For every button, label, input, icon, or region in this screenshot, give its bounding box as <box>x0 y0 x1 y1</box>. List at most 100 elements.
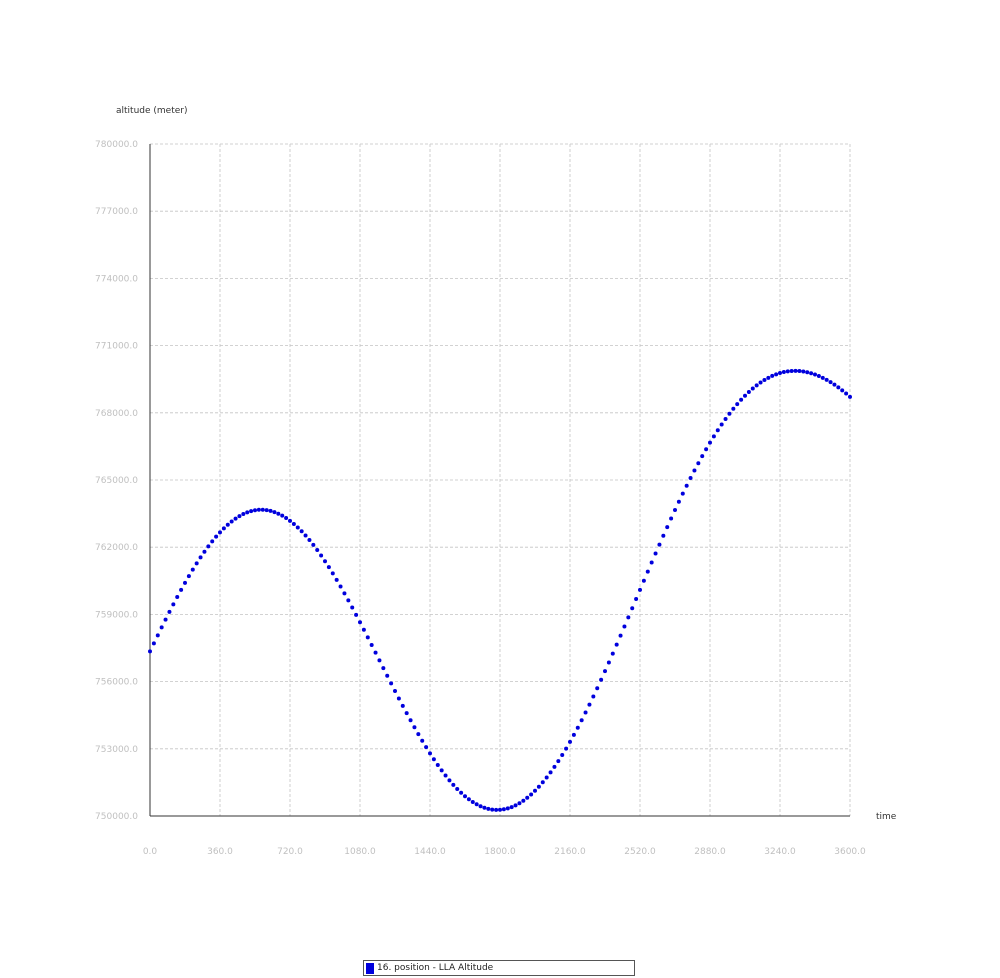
data-point <box>412 725 417 730</box>
data-point <box>820 375 825 380</box>
data-point <box>560 752 565 757</box>
data-point <box>214 534 219 539</box>
data-point <box>280 513 285 518</box>
data-point <box>342 591 347 596</box>
data-point <box>474 802 479 807</box>
y-tick-label: 753000.0 <box>95 745 138 755</box>
y-axis-title: altitude (meter) <box>116 106 188 116</box>
data-point <box>840 388 845 393</box>
data-point <box>533 788 537 793</box>
data-point <box>766 375 771 380</box>
data-point <box>198 555 203 560</box>
data-point <box>673 508 677 513</box>
data-point <box>676 499 681 504</box>
x-tick-label: 360.0 <box>207 847 233 857</box>
data-point <box>159 625 164 630</box>
data-point <box>641 578 646 583</box>
data-point <box>797 369 802 374</box>
data-point <box>832 382 837 387</box>
data-point <box>816 374 821 379</box>
data-point <box>237 514 242 519</box>
y-tick-label: 771000.0 <box>95 342 138 352</box>
data-point <box>778 371 782 376</box>
x-tick-label: 2160.0 <box>554 847 586 857</box>
x-tick-label: 0.0 <box>143 847 158 857</box>
data-point <box>754 383 759 388</box>
data-point <box>564 746 569 751</box>
data-point <box>606 660 611 665</box>
data-point <box>175 595 180 600</box>
data-point <box>727 411 732 416</box>
data-point <box>245 510 250 515</box>
data-point <box>688 476 693 481</box>
data-point <box>692 468 697 473</box>
data-point <box>416 732 421 737</box>
data-point <box>272 510 277 515</box>
data-point <box>517 801 522 806</box>
data-point <box>649 560 654 565</box>
data-point <box>396 696 401 701</box>
x-axis-title: time <box>876 812 897 822</box>
data-point <box>723 416 728 421</box>
y-tick-label: 762000.0 <box>95 543 138 553</box>
data-point <box>587 702 592 707</box>
data-point <box>739 397 744 402</box>
data-point <box>575 725 580 730</box>
data-point <box>781 370 786 375</box>
chart-axes <box>149 144 850 817</box>
data-point <box>719 422 724 427</box>
data-point <box>151 641 156 646</box>
data-point <box>365 635 370 640</box>
data-point <box>315 548 320 553</box>
data-point <box>291 521 296 526</box>
data-point <box>513 803 518 808</box>
data-point <box>420 738 425 743</box>
data-point <box>311 542 316 547</box>
data-point <box>447 778 452 783</box>
data-point <box>501 807 506 812</box>
data-point <box>610 651 615 656</box>
data-point <box>303 533 308 538</box>
data-point <box>482 805 487 810</box>
data-point <box>536 784 541 789</box>
data-point <box>743 393 747 398</box>
data-point <box>443 773 448 778</box>
data-point <box>206 544 211 549</box>
x-tick-label: 1080.0 <box>344 847 376 857</box>
x-tick-label: 3600.0 <box>834 847 866 857</box>
data-point <box>809 371 814 376</box>
data-point <box>431 757 436 762</box>
data-point <box>186 574 191 579</box>
data-point <box>770 373 775 378</box>
x-tick-label: 1440.0 <box>414 847 446 857</box>
data-point <box>653 551 658 556</box>
data-point <box>595 686 600 691</box>
data-point <box>634 597 639 602</box>
data-point <box>218 530 222 535</box>
data-point <box>579 718 584 723</box>
data-point <box>451 782 456 787</box>
data-point <box>836 385 841 390</box>
data-point <box>813 372 817 377</box>
data-point <box>268 508 273 513</box>
data-point <box>210 539 215 544</box>
data-point <box>307 538 312 543</box>
data-point <box>525 795 530 800</box>
data-point <box>288 518 292 523</box>
data-point <box>731 406 736 411</box>
data-point <box>369 642 374 647</box>
data-point <box>326 565 331 570</box>
data-point <box>552 764 557 769</box>
data-point <box>746 389 751 394</box>
data-point <box>264 508 269 513</box>
data-point <box>490 807 495 812</box>
data-point <box>163 617 168 622</box>
data-point <box>171 602 176 607</box>
y-tick-label: 765000.0 <box>95 476 138 486</box>
y-tick-label: 774000.0 <box>95 274 138 284</box>
data-point <box>361 627 366 632</box>
data-point <box>253 508 257 513</box>
x-tick-label: 2880.0 <box>694 847 726 857</box>
data-point <box>661 533 666 538</box>
